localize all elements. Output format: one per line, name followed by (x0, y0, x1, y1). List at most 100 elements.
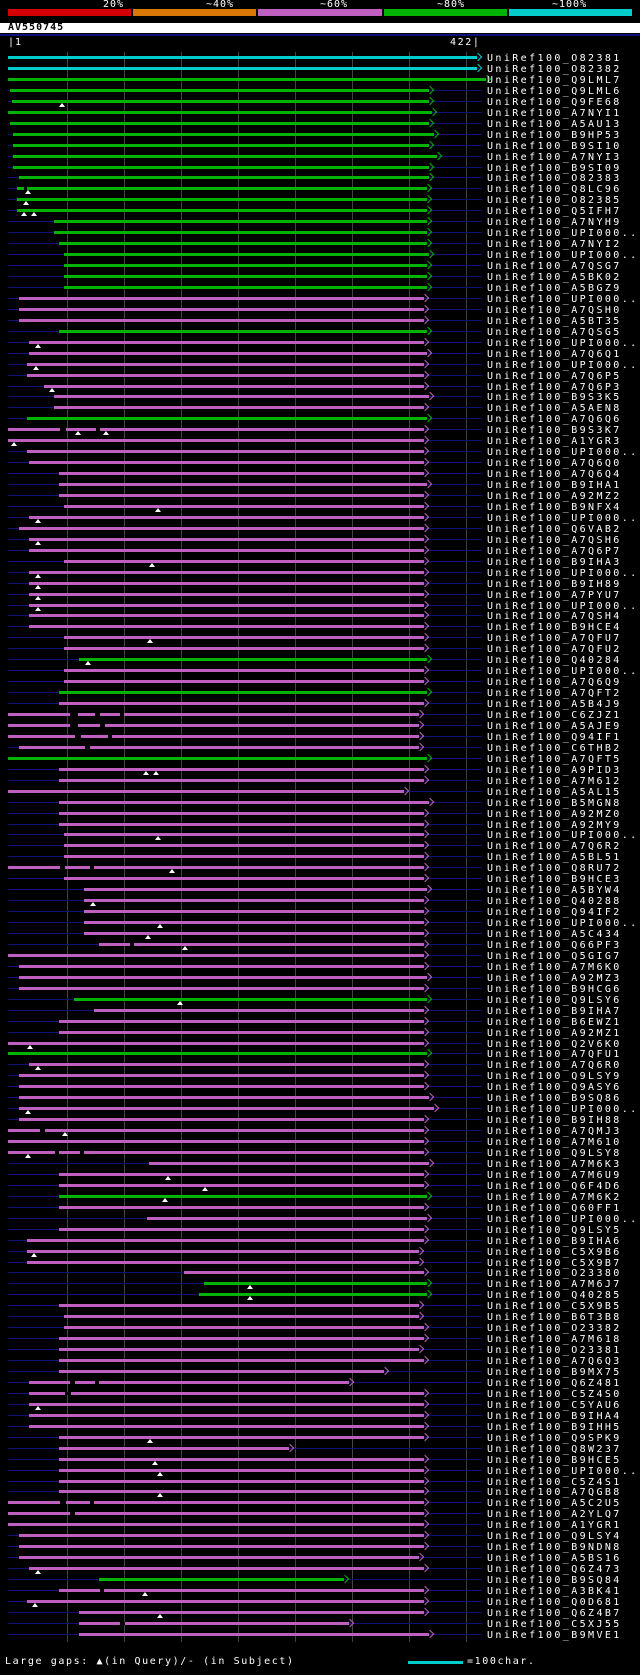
hit-label[interactable]: UniRef100_A7Q6P7 (487, 545, 622, 557)
hit-bar[interactable] (59, 1490, 424, 1494)
hit-label[interactable]: UniRef100_O82382 (487, 63, 622, 75)
hit-bar[interactable] (19, 745, 419, 749)
hit-label[interactable]: UniRef100_A3BK41 (487, 1586, 622, 1597)
hit-label[interactable]: UniRef100_A5B4J9 (487, 699, 622, 711)
hit-bar[interactable] (79, 658, 427, 662)
hit-label[interactable]: UniRef100_A7QSG7 (487, 261, 622, 273)
hit-label[interactable]: UniRef100_O23380 (487, 1268, 622, 1280)
hit-bar[interactable] (8, 439, 424, 443)
hit-label[interactable]: UniRef100_A7QSH4 (487, 611, 622, 623)
hit-bar[interactable] (29, 340, 424, 344)
hit-label[interactable]: UniRef100_A7QSG5 (487, 326, 622, 338)
hit-bar[interactable] (59, 702, 424, 706)
hit-label[interactable]: UniRef100_A92MZ0 (487, 808, 622, 820)
hit-bar[interactable] (8, 428, 424, 432)
hit-bar[interactable] (59, 691, 427, 695)
hit-bar[interactable] (59, 1183, 424, 1187)
hit-bar[interactable] (64, 647, 424, 651)
hit-label[interactable]: UniRef100_UPI000.. (487, 293, 639, 305)
hit-bar[interactable] (8, 713, 419, 716)
hit-bar[interactable] (29, 1567, 424, 1571)
hit-label[interactable]: UniRef100_B9IH89 (487, 578, 622, 590)
hit-label[interactable]: UniRef100_A7Q6R0 (487, 1060, 622, 1072)
hit-label[interactable]: UniRef100_A7QFU7 (487, 633, 622, 645)
hit-label[interactable]: UniRef100_A7QMJ3 (487, 1126, 622, 1138)
hit-bar[interactable] (204, 1282, 427, 1286)
hit-bar[interactable] (8, 866, 424, 870)
hit-bar[interactable] (8, 56, 477, 59)
hit-bar[interactable] (27, 362, 424, 366)
hit-label[interactable]: UniRef100_A1YGR3 (487, 436, 622, 448)
hit-label[interactable]: UniRef100_B9HCG6 (487, 983, 622, 995)
hit-label[interactable]: UniRef100_Q40288 (487, 896, 622, 908)
hit-label[interactable]: UniRef100_Q6Z473 (487, 1564, 622, 1576)
hit-bar[interactable] (29, 537, 424, 541)
hit-label[interactable]: UniRef100_Q9LSY9 (487, 1071, 622, 1083)
hit-label[interactable]: UniRef100_B9HCE5 (487, 1454, 622, 1466)
hit-label[interactable]: UniRef100_Q40284 (487, 655, 622, 667)
hit-label[interactable]: UniRef100_Q9LML7 (487, 74, 622, 86)
hit-label[interactable]: UniRef100_B9IH88 (487, 1115, 622, 1127)
hit-label[interactable]: UniRef100_Q8W237 (487, 1443, 622, 1455)
hit-bar[interactable] (8, 66, 477, 70)
hit-label[interactable]: UniRef100_A92MZ2 (487, 491, 622, 502)
hit-bar[interactable] (8, 1052, 427, 1056)
hit-bar[interactable] (59, 1194, 427, 1198)
hit-label[interactable]: UniRef100_Q6VAB2 (487, 523, 622, 535)
hit-bar[interactable] (54, 406, 424, 410)
hit-bar[interactable] (59, 778, 424, 782)
hit-label[interactable]: UniRef100_A7Q6Q4 (487, 469, 622, 481)
hit-label[interactable]: UniRef100_Q8LC96 (487, 184, 622, 196)
hit-bar[interactable] (8, 734, 419, 738)
hit-label[interactable]: UniRef100_O23382 (487, 1323, 622, 1335)
hit-bar[interactable] (59, 1468, 424, 1472)
hit-bar[interactable] (59, 472, 424, 476)
hit-label[interactable]: UniRef100_A7M618 (487, 1334, 622, 1346)
hit-bar[interactable] (19, 1107, 434, 1111)
hit-label[interactable]: UniRef100_A7M6K2 (487, 1191, 622, 1203)
hit-label[interactable]: UniRef100_A7QSH6 (487, 534, 622, 546)
hit-bar[interactable] (29, 515, 424, 519)
hit-label[interactable]: UniRef100_UPI000.. (487, 1104, 639, 1116)
hit-bar[interactable] (64, 559, 424, 563)
hit-bar[interactable] (64, 877, 424, 881)
hit-bar[interactable] (59, 1205, 424, 1209)
hit-label[interactable]: UniRef100_UPI000.. (487, 447, 639, 459)
hit-bar[interactable] (64, 636, 424, 640)
hit-bar[interactable] (19, 318, 424, 322)
hit-label[interactable]: UniRef100_A7NYI2 (487, 239, 622, 251)
hit-label[interactable]: UniRef100_A7M610 (487, 1137, 622, 1149)
hit-label[interactable]: UniRef100_A7NYI1 (487, 107, 622, 119)
hit-label[interactable]: UniRef100_UPI000.. (487, 359, 639, 371)
hit-bar[interactable] (29, 1380, 349, 1384)
hit-bar[interactable] (84, 899, 424, 903)
hit-label[interactable]: UniRef100_A7Q6R2 (487, 841, 622, 853)
hit-label[interactable]: UniRef100_A5BL51 (487, 852, 622, 864)
hit-bar[interactable] (64, 1315, 419, 1319)
hit-label[interactable]: UniRef100_A92MZ3 (487, 972, 622, 984)
hit-bar[interactable] (59, 1030, 424, 1034)
hit-bar[interactable] (27, 373, 424, 377)
hit-label[interactable]: UniRef100_Q9LSY5 (487, 1224, 622, 1236)
hit-bar[interactable] (59, 1370, 384, 1373)
hit-label[interactable]: UniRef100_Q9SPK9 (487, 1432, 622, 1444)
hit-label[interactable]: UniRef100_A7NYI3 (487, 151, 622, 163)
hit-bar[interactable] (29, 1424, 424, 1428)
hit-label[interactable]: UniRef100_A5AU13 (487, 118, 622, 130)
hit-label[interactable]: UniRef100_A7QFT2 (487, 688, 622, 700)
hit-bar[interactable] (59, 767, 424, 771)
hit-bar[interactable] (13, 154, 437, 158)
hit-label[interactable]: UniRef100_Q0D681 (487, 1596, 622, 1608)
hit-bar[interactable] (44, 384, 424, 388)
hit-bar[interactable] (59, 242, 427, 246)
hit-bar[interactable] (19, 1545, 424, 1549)
hit-label[interactable]: UniRef100_UPI000.. (487, 228, 639, 240)
hit-label[interactable]: UniRef100_Q5GIG7 (487, 950, 622, 962)
hit-bar[interactable] (17, 187, 427, 191)
hit-bar[interactable] (59, 483, 427, 487)
hit-bar[interactable] (64, 855, 424, 859)
hit-bar[interactable] (8, 1129, 424, 1133)
hit-bar[interactable] (8, 1512, 424, 1516)
hit-label[interactable]: UniRef100_B9SI10 (487, 140, 622, 152)
hit-label[interactable]: UniRef100_A1YGR1 (487, 1520, 622, 1532)
